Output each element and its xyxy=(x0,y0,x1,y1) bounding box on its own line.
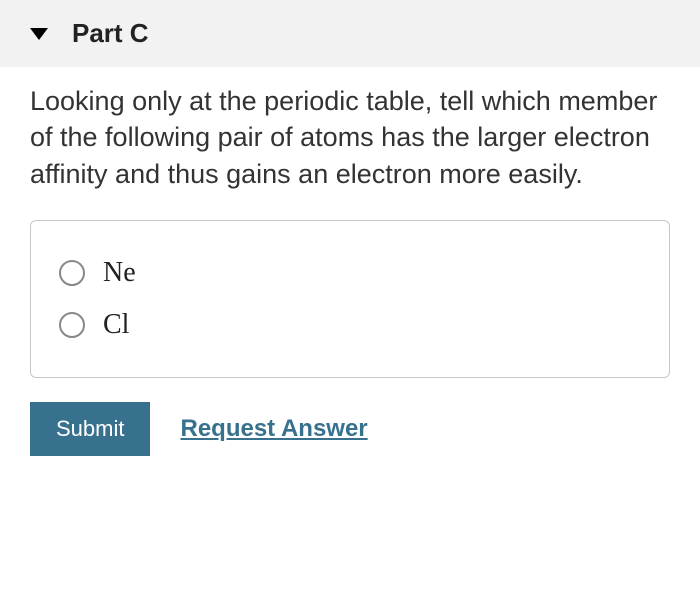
question-text: Looking only at the periodic table, tell… xyxy=(30,83,670,192)
submit-button[interactable]: Submit xyxy=(30,402,150,456)
radio-icon[interactable] xyxy=(59,260,85,286)
actions-row: Submit Request Answer xyxy=(30,402,670,456)
part-header[interactable]: Part C xyxy=(0,0,700,67)
part-title: Part C xyxy=(72,18,149,49)
request-answer-link[interactable]: Request Answer xyxy=(180,415,367,443)
options-box: Ne Cl xyxy=(30,220,670,378)
content-area: Looking only at the periodic table, tell… xyxy=(0,79,700,456)
option-row[interactable]: Cl xyxy=(59,299,641,351)
option-label: Ne xyxy=(103,257,136,289)
option-row[interactable]: Ne xyxy=(59,247,641,299)
collapse-down-icon xyxy=(30,28,48,40)
option-label: Cl xyxy=(103,309,129,341)
radio-icon[interactable] xyxy=(59,312,85,338)
